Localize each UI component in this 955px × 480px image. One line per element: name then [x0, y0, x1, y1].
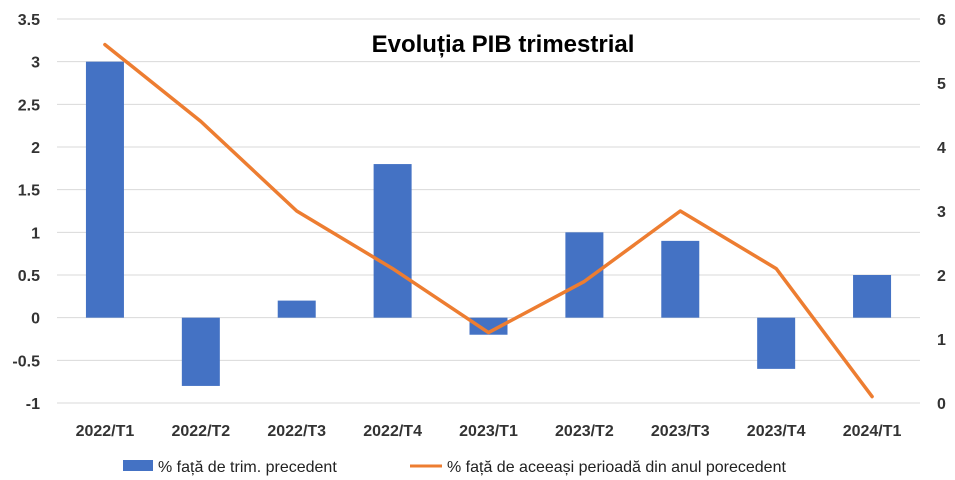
bar-2023-T4	[757, 317, 796, 369]
bar-2023-T2	[565, 232, 604, 318]
left-tick-label: 3.5	[18, 12, 40, 29]
bar-2024-T1	[853, 275, 892, 318]
x-tick-label: 2023/T1	[459, 423, 518, 440]
x-tick-label: 2022/T2	[171, 423, 230, 440]
legend: % față de trim. precedent % față de acee…	[123, 459, 786, 476]
right-tick-label: 6	[937, 12, 946, 29]
left-y-axis: 3.5 3 2.5 2 1.5 1 0.5 0 -0.5 -1	[12, 12, 40, 413]
right-y-axis: 6 5 4 3 2 1 0	[937, 12, 946, 413]
bar-2022-T4	[373, 164, 412, 318]
right-tick-label: 3	[937, 204, 946, 221]
left-tick-label: 1	[31, 225, 40, 242]
left-tick-label: 1.5	[18, 183, 40, 200]
bar-2022-T3	[277, 300, 316, 318]
right-tick-label: 0	[937, 396, 946, 413]
bar-2022-T1	[85, 61, 124, 318]
legend-bar-label: % față de trim. precedent	[158, 459, 337, 476]
right-tick-label: 4	[937, 140, 946, 157]
bar-2023-T1	[469, 317, 508, 335]
x-tick-label: 2023/T3	[651, 423, 710, 440]
gridlines	[57, 18, 920, 404]
x-axis: 2022/T1 2022/T2 2022/T3 2022/T4 2023/T1 2023/…	[76, 423, 902, 440]
legend-line-label: % față de aceeași perioadă din anul pore…	[447, 459, 786, 476]
x-tick-label: 2024/T1	[843, 423, 902, 440]
bar-series	[85, 61, 892, 386]
x-tick-label: 2022/T1	[76, 423, 135, 440]
x-tick-label: 2023/T2	[555, 423, 614, 440]
x-tick-label: 2023/T4	[747, 423, 806, 440]
left-tick-label: -1	[26, 396, 40, 413]
bar-2022-T2	[181, 317, 220, 386]
bar-2023-T3	[661, 240, 700, 318]
left-tick-label: 3	[31, 55, 40, 72]
x-tick-label: 2022/T3	[267, 423, 326, 440]
right-tick-label: 1	[937, 332, 946, 349]
left-tick-label: 0	[31, 311, 40, 328]
legend-bar-swatch	[123, 460, 153, 471]
right-tick-label: 2	[937, 268, 946, 285]
left-tick-label: 0.5	[18, 268, 40, 285]
line-series	[103, 42, 874, 399]
left-tick-label: 2	[31, 140, 40, 157]
left-tick-label: 2.5	[18, 97, 40, 114]
x-tick-label: 2022/T4	[363, 423, 422, 440]
yoy-line	[103, 42, 874, 399]
left-tick-label: -0.5	[12, 353, 40, 370]
chart-title: Evoluția PIB trimestrial	[372, 31, 635, 58]
right-tick-label: 5	[937, 76, 946, 93]
